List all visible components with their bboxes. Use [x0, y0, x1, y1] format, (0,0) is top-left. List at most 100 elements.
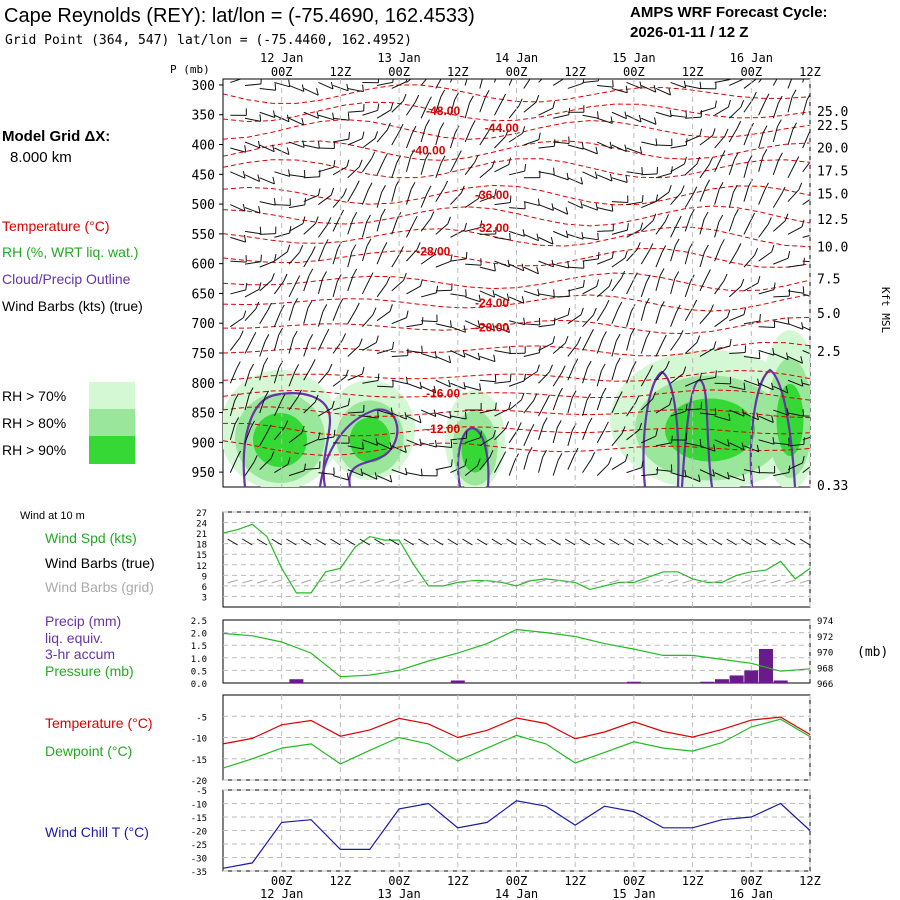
wind-barb-flag [767, 217, 772, 225]
precip-y-tick: 0.5 [191, 667, 207, 677]
wind-barb-flag [341, 333, 347, 341]
wind-barb-flag [617, 301, 623, 310]
surface-wind-barb [520, 538, 532, 546]
wind-barb [655, 404, 670, 414]
wind-barb-flag [736, 243, 742, 251]
wind-barb-flag [718, 182, 724, 190]
wind-barb [729, 475, 745, 482]
wind-barb [391, 219, 398, 235]
wind-barb [494, 326, 510, 333]
grid-wind-barb [638, 579, 649, 584]
wind-barb-flag [597, 111, 599, 119]
wind-barb-flag [358, 159, 363, 167]
wind-barb [420, 409, 436, 417]
wind-barb-flag [484, 89, 490, 98]
wind-barb-flag [433, 409, 437, 417]
wind-barb [758, 189, 766, 205]
wind-barb [317, 335, 326, 351]
wind-barb [685, 408, 702, 411]
top-date-label: 16 Jan [730, 51, 773, 65]
wind-barb-flag [696, 335, 701, 343]
wind-barb [479, 356, 496, 363]
pressure-unit-label: (mb) [857, 645, 888, 660]
wind-barb-flag [715, 370, 717, 378]
wind-barb [773, 320, 790, 325]
wind-barb-flag [641, 195, 644, 203]
wind-barb [303, 253, 313, 268]
wind-barb-flag [611, 204, 614, 212]
wind-barb-flag [696, 156, 701, 165]
wind-barb [420, 126, 427, 143]
wind-barb [508, 105, 520, 119]
wind-barb-flag [403, 273, 407, 281]
wind-barb [582, 400, 588, 417]
bottom-time-label: 12Z [564, 874, 586, 888]
wind-barb [347, 251, 353, 268]
bottom-date-label: 12 Jan [260, 887, 303, 900]
wind-barb [670, 81, 686, 89]
wind-barb [552, 230, 569, 239]
wind-barb [597, 141, 612, 150]
wind-barb-flag [595, 203, 599, 211]
wind-barb [582, 336, 591, 351]
wind-barb [597, 257, 613, 265]
grid-wind-barb [623, 579, 635, 584]
wind-barb-flag [426, 185, 432, 194]
wind-barb-flag [741, 442, 745, 450]
wind-barb [303, 401, 316, 414]
pressure-tick-label: 700 [192, 317, 215, 332]
wind-barb-flag [582, 279, 585, 288]
wind-barb-flag [549, 364, 553, 372]
wind-barb [406, 101, 416, 116]
wind-barb [259, 177, 275, 185]
wind-barb [332, 281, 338, 298]
wind-barb-flag [263, 357, 269, 366]
wind-barb-flag [246, 70, 247, 77]
wind-barb [508, 79, 513, 86]
wind-barb-flag [792, 122, 798, 130]
wind-barb [421, 320, 438, 323]
wind-barb [699, 186, 707, 202]
wind-barb-flag [386, 276, 391, 285]
wind-barb [347, 110, 364, 113]
top-time-label: 12Z [799, 65, 821, 79]
wind-barb-flag [802, 409, 805, 417]
wind-barb [362, 472, 378, 480]
wind-barb [655, 87, 671, 96]
isotherm-line [223, 294, 810, 312]
wind-barb [626, 429, 640, 441]
wind-barb [274, 81, 290, 88]
wind-barb [376, 109, 392, 119]
wind-barb [728, 191, 734, 208]
wind-barb-flag [402, 93, 407, 102]
wind-barb-flag [316, 111, 320, 119]
wind-barb-flag [255, 301, 260, 310]
wind-barb [391, 81, 407, 89]
wind-barb [684, 342, 698, 354]
wind-barb [244, 394, 250, 411]
wind-y-tick: 15 [196, 551, 207, 561]
wind-barb-flag [542, 449, 547, 458]
pressure-label: Pressure (mb) [45, 663, 134, 679]
wind-barb [318, 407, 333, 417]
wind-barb [435, 162, 442, 178]
wind-barb [611, 340, 617, 357]
wind-barb [743, 320, 760, 325]
wind-barb-flag [380, 208, 386, 217]
wind-barb [405, 156, 412, 172]
wind-barb [435, 289, 452, 292]
wind-barb [670, 163, 685, 173]
wind-barb [699, 376, 716, 381]
wind-barb [553, 263, 569, 269]
wind-barb-flag [259, 226, 262, 234]
wind-barb [406, 349, 423, 354]
wind-barb [802, 198, 810, 205]
pressure-line [222, 628, 811, 678]
surface-wind-barb [667, 538, 679, 546]
grid-wind-barb [227, 579, 238, 584]
wind-barb [347, 445, 364, 450]
wind-barb [611, 87, 628, 94]
surface-wind-barb [652, 538, 664, 546]
wind-barb [582, 80, 599, 83]
isotherm-line [223, 389, 810, 401]
